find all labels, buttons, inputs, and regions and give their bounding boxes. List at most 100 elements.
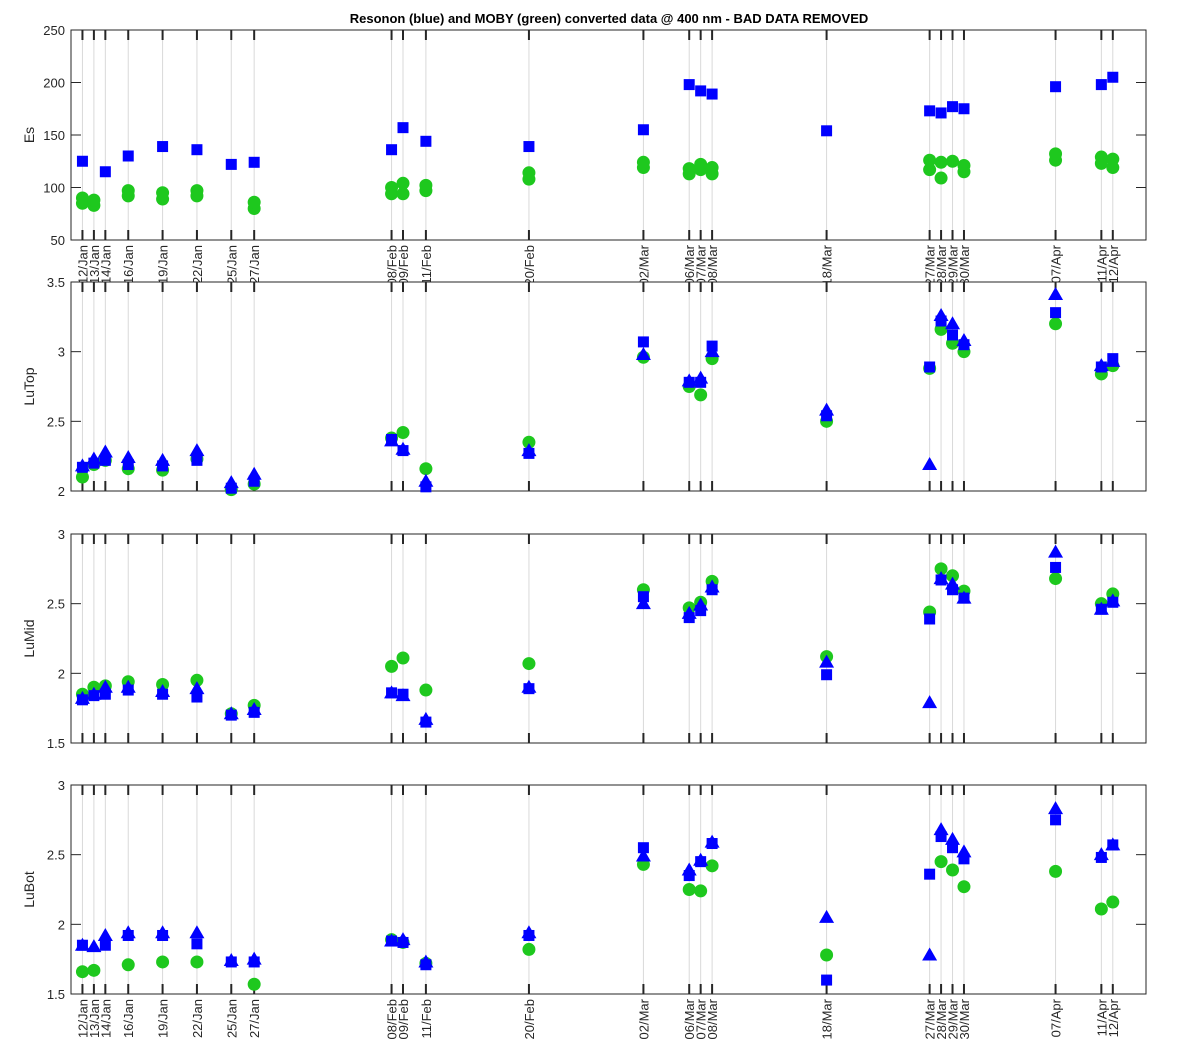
data-point-triangle [418, 954, 434, 968]
data-point-square [386, 144, 398, 156]
data-point-circle [419, 683, 433, 697]
data-point-triangle [395, 688, 411, 702]
data-point-circle [396, 187, 410, 201]
data-point-triangle [819, 402, 835, 416]
data-point-triangle [246, 702, 262, 716]
data-point-triangle [933, 822, 949, 836]
x-tick-label: 30/Mar [957, 244, 972, 285]
x-tick-label: 06/Mar [682, 244, 697, 285]
data-point-circle [923, 153, 937, 167]
plot-area [71, 282, 1146, 491]
data-point-square [935, 831, 947, 843]
data-point-triangle [1105, 593, 1121, 607]
data-point-circle [396, 425, 410, 439]
data-point-triangle [521, 679, 537, 693]
data-point-circle [385, 659, 399, 673]
data-point-square [122, 459, 134, 471]
x-tick-label: 16/Jan [121, 245, 136, 284]
figure-title: Resonon (blue) and MOBY (green) converte… [350, 11, 869, 26]
data-point-circle [946, 569, 960, 583]
y-tick-label: 200 [43, 76, 65, 91]
x-tick-label: 11/Feb [419, 999, 434, 1039]
x-tick-label: 14/Jan [98, 245, 113, 284]
data-point-circle [934, 562, 948, 576]
x-tick-label: 27/Jan [247, 245, 262, 284]
data-point-square [99, 166, 111, 178]
data-point-square [225, 158, 237, 170]
y-tick-label: 3.5 [47, 275, 65, 290]
panel-lumid: 1.5 2 2.5 3 LuMid [21, 527, 1147, 751]
x-tick-label: 18/Mar [820, 998, 835, 1039]
data-point-circle [75, 470, 89, 484]
data-point-square [248, 156, 260, 168]
data-point-triangle [956, 333, 972, 347]
data-point-triangle [933, 307, 949, 321]
data-point-square [99, 688, 111, 700]
data-point-square [935, 107, 947, 119]
data-point-triangle [933, 571, 949, 585]
data-point-triangle [704, 344, 720, 358]
x-tick-label: 11/Apr [1094, 998, 1109, 1036]
series-square [76, 71, 1119, 178]
y-axis-label: Es [21, 127, 37, 143]
x-tick-label: 06/Mar [682, 998, 697, 1039]
x-tick-label: 07/Apr [1049, 998, 1064, 1037]
data-point-triangle [681, 862, 697, 876]
data-point-circle [1049, 147, 1063, 161]
data-point-circle [247, 195, 261, 209]
data-point-triangle [945, 831, 961, 845]
data-point-circle [694, 388, 708, 402]
data-point-circle [522, 942, 536, 956]
data-point-triangle [922, 947, 938, 961]
x-tick-label: 20/Feb [522, 999, 537, 1039]
x-tick-label: 08/Feb [385, 245, 400, 285]
x-tick-label: 16/Jan [121, 999, 136, 1038]
data-point-square [420, 135, 432, 147]
data-point-triangle [693, 370, 709, 384]
x-tick-label: 14/Jan [98, 999, 113, 1038]
data-point-triangle [922, 695, 938, 709]
data-point-square [924, 361, 936, 373]
data-point-circle [385, 181, 399, 194]
x-tick-label: 12/Jan [75, 245, 90, 284]
axes-box [70, 281, 1147, 492]
data-point-square [695, 85, 707, 97]
x-tick-label: 28/Mar [934, 998, 949, 1039]
data-point-square [821, 125, 833, 137]
data-point-square [225, 482, 237, 494]
data-point-triangle [1093, 358, 1109, 372]
y-tick-label: 2.5 [47, 848, 65, 863]
data-point-circle [705, 859, 719, 873]
data-point-circle [636, 155, 650, 169]
x-tick-label: 22/Jan [190, 245, 205, 284]
y-tick-label: 1.5 [47, 987, 65, 1002]
data-point-square [1050, 561, 1062, 573]
data-point-square [637, 124, 649, 136]
data-point-circle [522, 435, 536, 449]
y-tick-label: 1.5 [47, 736, 65, 751]
data-point-circle [87, 963, 101, 977]
data-point-triangle [1048, 801, 1064, 815]
x-tick-label: 25/Jan [224, 999, 239, 1038]
y-axis-label: LuTop [21, 367, 37, 405]
x-tick-label: 28/Mar [934, 244, 949, 285]
data-point-circle [1049, 864, 1063, 878]
data-point-circle [1106, 895, 1120, 909]
x-tick-label: 07/Mar [694, 244, 709, 285]
data-point-triangle [1105, 837, 1121, 851]
data-point-square [191, 454, 203, 466]
data-point-triangle [384, 433, 400, 447]
data-point-triangle [521, 443, 537, 457]
data-point-square [1095, 79, 1107, 91]
data-point-triangle [635, 346, 651, 360]
data-point-circle [247, 977, 261, 991]
data-point-circle [156, 955, 170, 969]
y-tick-label: 250 [43, 23, 65, 38]
x-tick-label: 07/Mar [694, 998, 709, 1039]
y-tick-label: 50 [51, 233, 65, 248]
data-point-square [1107, 71, 1119, 83]
data-point-circle [121, 958, 135, 972]
x-tick-label: 09/Feb [396, 245, 411, 285]
data-point-circle [1094, 150, 1108, 164]
